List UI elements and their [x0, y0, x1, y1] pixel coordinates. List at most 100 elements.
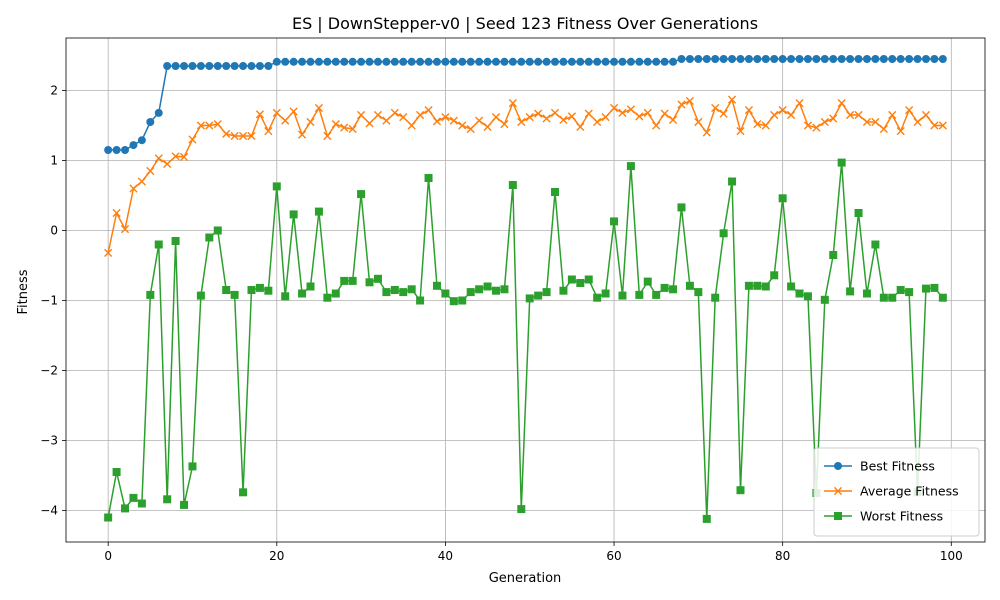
worst-fitness-point	[365, 278, 374, 287]
best-fitness-point	[365, 57, 374, 66]
best-fitness-point	[576, 57, 585, 66]
average-fitness-point	[786, 110, 796, 120]
worst-fitness-point	[854, 209, 863, 217]
worst-fitness-point	[576, 279, 585, 287]
average-fitness-point	[744, 106, 754, 115]
best-fitness-point	[416, 57, 425, 66]
best-fitness-point	[306, 57, 315, 66]
average-fitness-point	[862, 117, 872, 127]
average-fitness-point	[854, 110, 863, 120]
worst-fitness-point	[635, 290, 644, 299]
best-fitness-point	[685, 55, 694, 63]
worst-fitness-point	[491, 286, 500, 295]
best-fitness-point	[778, 55, 787, 63]
best-fitness-point	[129, 141, 138, 150]
worst-fitness-point	[222, 286, 231, 294]
average-fitness-series	[104, 95, 947, 257]
average-fitness-point	[348, 124, 357, 134]
average-fitness-point	[112, 208, 121, 218]
worst-fitness-point	[357, 190, 366, 199]
worst-fitness-point	[239, 488, 248, 497]
best-fitness-point	[846, 55, 855, 63]
average-fitness-point	[323, 131, 332, 141]
average-fitness-point	[120, 225, 130, 234]
average-fitness-point	[432, 117, 442, 126]
average-fitness-point	[601, 113, 610, 122]
average-fitness-point	[727, 95, 737, 104]
average-fitness-point	[154, 154, 163, 163]
best-fitness-point	[373, 57, 382, 66]
worst-fitness-point	[323, 293, 332, 302]
worst-fitness-point	[508, 181, 517, 189]
worst-fitness-point	[753, 281, 762, 290]
worst-fitness-point	[677, 203, 686, 212]
x-tick-label: 40	[438, 549, 453, 563]
worst-fitness-point	[719, 229, 728, 238]
average-fitness-point	[905, 106, 914, 115]
average-fitness-point	[719, 109, 728, 118]
best-fitness-point	[871, 55, 880, 63]
average-fitness-point	[331, 120, 340, 129]
best-fitness-point	[702, 55, 711, 63]
worst-fitness-point	[728, 177, 737, 186]
average-fitness-point	[677, 100, 686, 109]
best-fitness-point	[913, 55, 922, 63]
average-fitness-point	[373, 110, 383, 120]
average-fitness-point	[635, 112, 644, 121]
worst-fitness-point	[129, 493, 138, 502]
worst-fitness-point	[314, 207, 323, 216]
best-fitness-point	[567, 57, 576, 66]
average-fitness-point	[306, 117, 315, 127]
average-fitness-point	[500, 120, 509, 129]
y-axis-label: Fitness	[16, 269, 31, 314]
average-fitness-point	[196, 121, 205, 130]
average-fitness-point	[820, 117, 829, 127]
average-fitness-point	[222, 129, 231, 138]
best-fitness-point	[542, 57, 551, 66]
best-fitness-point	[593, 57, 602, 66]
best-fitness-point	[669, 57, 678, 66]
legend-marker	[834, 462, 842, 470]
average-fitness-point	[609, 103, 619, 113]
worst-fitness-point	[770, 271, 779, 280]
best-fitness-point	[205, 62, 214, 70]
best-fitness-point	[323, 57, 332, 66]
worst-fitness-point	[188, 462, 197, 471]
worst-fitness-point	[171, 237, 180, 245]
worst-fitness-point	[593, 293, 602, 302]
best-fitness-point	[466, 57, 475, 66]
worst-fitness-point	[610, 217, 619, 226]
best-fitness-point	[357, 57, 366, 66]
best-fitness-point	[803, 55, 812, 63]
legend-marker	[834, 512, 842, 520]
average-fitness-point	[846, 110, 855, 120]
average-fitness-point	[542, 114, 551, 123]
average-fitness-point	[441, 113, 450, 122]
average-fitness-point	[365, 119, 374, 128]
y-tick-label: 0	[50, 224, 58, 238]
best-fitness-point	[795, 55, 804, 63]
average-fitness-point	[711, 103, 720, 113]
worst-fitness-point	[736, 486, 745, 495]
best-fitness-point	[340, 57, 349, 66]
y-tick-label: 1	[50, 154, 58, 168]
legend-box	[813, 447, 980, 537]
worst-fitness-point	[921, 284, 930, 293]
best-fitness-point	[281, 57, 290, 66]
best-fitness-point	[180, 62, 189, 70]
average-fitness-point	[390, 108, 399, 117]
worst-fitness-point	[905, 288, 914, 297]
average-fitness-point	[163, 159, 172, 169]
average-fitness-point	[888, 110, 897, 120]
best-fitness-point	[736, 55, 745, 63]
average-fitness-point	[913, 117, 922, 127]
x-axis-ticks: 0 20 40 60 80 100	[104, 542, 963, 563]
best-fitness-point	[930, 55, 939, 63]
best-fitness-point	[551, 57, 560, 66]
best-fitness-point	[761, 55, 770, 63]
best-fitness-point	[525, 57, 534, 66]
plot-frame	[65, 37, 986, 543]
best-fitness-point	[905, 55, 914, 63]
chart-title: ES | DownStepper-v0 | Seed 123 Fitness O…	[292, 14, 758, 33]
worst-fitness-point	[399, 288, 408, 297]
